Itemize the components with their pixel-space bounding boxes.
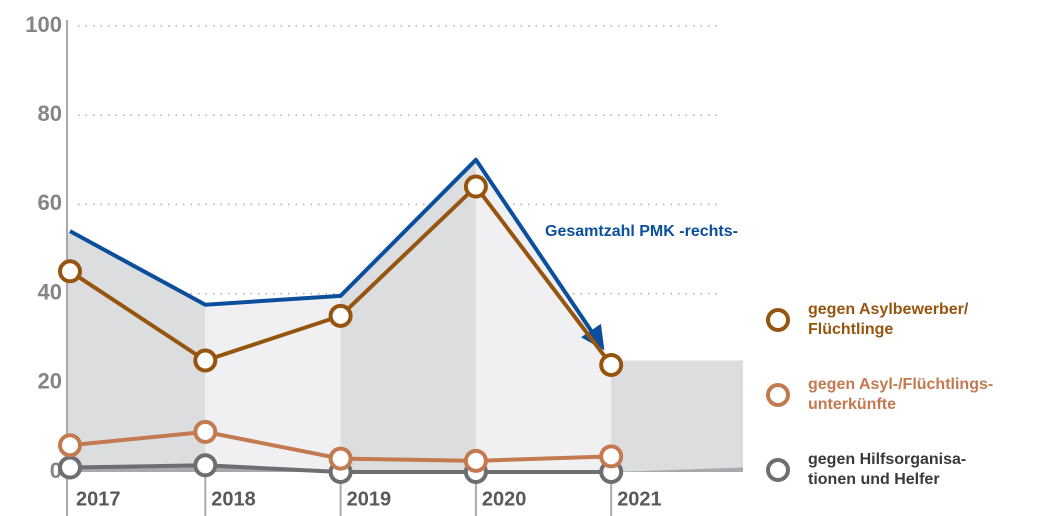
y-tick-label: 20 — [38, 369, 62, 394]
point — [193, 453, 218, 478]
legend-line: gegen Asyl-/Flüchtlings- — [808, 376, 993, 393]
legend-marker — [766, 383, 790, 407]
legend-marker — [766, 458, 790, 482]
point — [58, 455, 82, 480]
point — [58, 433, 82, 458]
point — [599, 444, 624, 469]
point — [328, 446, 353, 471]
total-line — [69, 157, 605, 351]
point — [463, 174, 488, 199]
legend-label: gegen Hilfsorganisa-tionen und Helfer — [808, 451, 966, 488]
legend-line: tionen und Helfer — [808, 471, 940, 488]
band — [340, 159, 476, 473]
point — [599, 352, 624, 377]
legend-line: gegen Hilfsorganisa- — [808, 451, 966, 468]
y-tick-label: 80 — [38, 101, 62, 126]
band — [475, 159, 612, 473]
point — [463, 448, 488, 473]
y-tick-label: 40 — [38, 279, 62, 304]
legend-label: gegen Asyl-/Flüchtlings-unterkünfte — [808, 376, 993, 413]
legend-line: gegen Asylbewerber/ — [808, 301, 969, 318]
series-label: Gesamtzahl PMK -rechts- — [545, 223, 738, 240]
band — [611, 360, 743, 472]
legend-marker — [766, 308, 790, 332]
x-tick-label: 2021 — [617, 488, 662, 510]
x-tick-label: 2020 — [482, 488, 527, 510]
y-tick-label: 60 — [38, 190, 62, 215]
legend-line: unterkünfte — [808, 396, 896, 413]
point — [193, 348, 218, 373]
point — [328, 303, 353, 328]
x-tick-label: 2017 — [76, 488, 121, 510]
legend-line: Flüchtlinge — [808, 321, 893, 338]
point — [58, 259, 82, 284]
y-tick-label: 100 — [25, 12, 62, 37]
legend-label: gegen Asylbewerber/Flüchtlinge — [808, 301, 969, 338]
x-tick-label: 2018 — [211, 488, 256, 510]
band — [205, 295, 341, 472]
x-tick-label: 2019 — [347, 488, 392, 510]
point — [193, 419, 218, 444]
